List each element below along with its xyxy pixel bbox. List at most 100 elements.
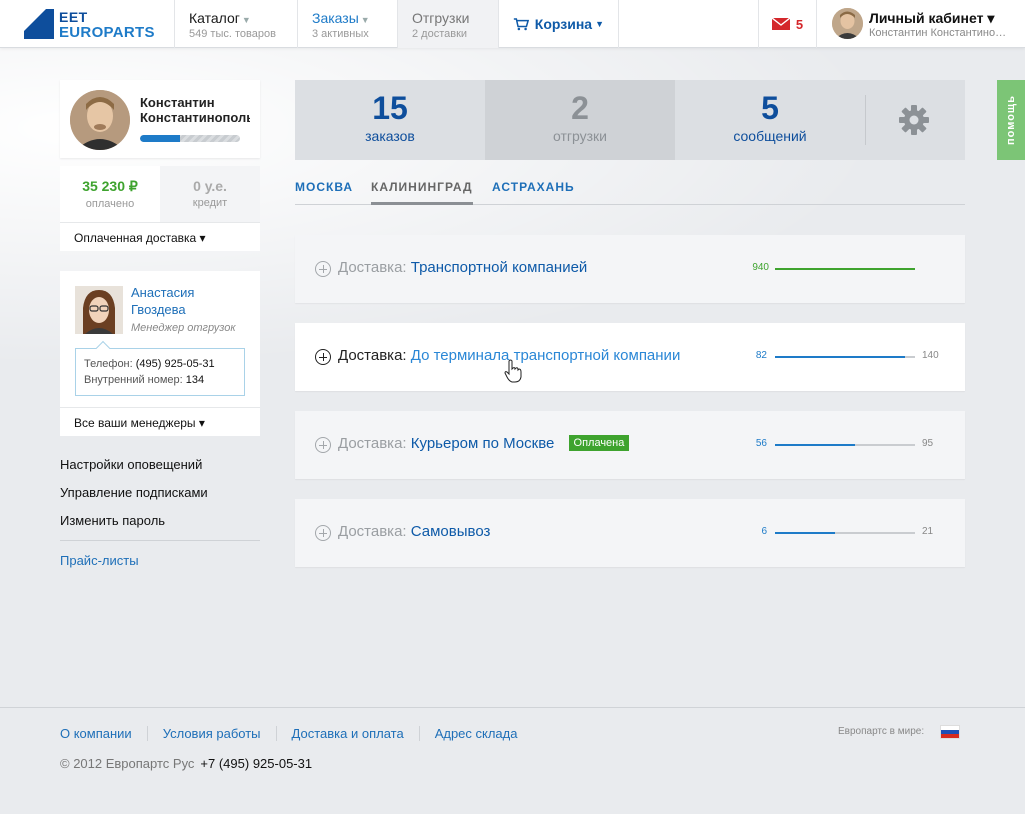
delivery-current-count: 82 — [755, 350, 767, 361]
delivery-current-count: 940 — [752, 262, 769, 273]
nav-shipments-title: Отгрузки — [412, 10, 470, 26]
manager-phone: (495) 925-05-31 — [135, 358, 215, 370]
nav-shipments[interactable]: Отгрузки 2 доставки — [397, 0, 498, 48]
nav-orders-title: Заказы — [312, 10, 359, 26]
logo[interactable]: EET EUROPARTS — [24, 9, 154, 41]
nav-cart[interactable]: Корзина ▼ — [498, 0, 619, 48]
stat-orders[interactable]: 15 заказов — [295, 80, 485, 160]
expand-icon[interactable] — [315, 261, 331, 277]
nav-catalog-title: Каталог — [189, 10, 240, 26]
nav-cart-label: Корзина — [534, 16, 593, 32]
stat-orders-label: заказов — [365, 128, 415, 144]
tab-kaliningrad[interactable]: КАЛИНИНГРАД — [371, 180, 473, 205]
profile-progress-bar — [140, 135, 240, 142]
delivery-max-count: 140 — [922, 350, 939, 361]
stat-shipments-label: отгрузки — [553, 128, 607, 144]
tab-moscow[interactable]: МОСКВА — [295, 180, 354, 194]
footer-divider — [0, 707, 1025, 708]
manager-contact-box: Телефон: (495) 925-05-31 Внутренний номе… — [75, 340, 245, 396]
expand-icon[interactable] — [315, 437, 331, 453]
footer-warehouse-link[interactable]: Адрес склада — [418, 726, 533, 741]
stat-shipments[interactable]: 2 отгрузки — [485, 80, 675, 160]
top-navigation-bar: EET EUROPARTS Каталог ▼ 549 тыс. товаров … — [0, 0, 1025, 48]
paid-caption: оплачено — [85, 198, 135, 210]
gear-icon[interactable] — [898, 104, 930, 136]
account-menu[interactable]: Личный кабинет ▾ Константин Константиноп… — [818, 0, 1025, 48]
credit-value: 0 у.е. — [193, 178, 227, 194]
delivery-method[interactable]: Транспортной компанией — [410, 259, 588, 276]
chevron-down-icon: ▼ — [595, 19, 604, 29]
nav-catalog-sub: 549 тыс. товаров — [189, 28, 276, 40]
delivery-method[interactable]: До терминала транспортной компании — [410, 347, 681, 364]
manager-first-name: Анастасия — [131, 285, 195, 300]
manager-card: Анастасия Гвоздева Менеджер отгрузок Тел… — [60, 271, 260, 407]
expand-icon[interactable] — [315, 525, 331, 541]
delivery-label: Доставка: До терминала транспортной комп… — [338, 347, 680, 364]
notification-settings-link[interactable]: Настройки оповещений — [60, 457, 203, 472]
russia-flag-icon[interactable] — [940, 725, 960, 739]
sidebar-divider — [60, 540, 260, 541]
nav-shipments-sub: 2 доставки — [412, 28, 468, 40]
delivery-prefix: Доставка: — [338, 347, 407, 364]
delivery-prefix: Доставка: — [338, 523, 407, 540]
nav-orders[interactable]: Заказы ▼ 3 активных — [297, 0, 397, 48]
stats-divider — [865, 95, 866, 145]
delivery-max-count: 21 — [922, 526, 934, 537]
subscriptions-link[interactable]: Управление подписками — [60, 485, 208, 500]
delivery-progress-fill — [775, 444, 855, 446]
expand-icon[interactable] — [315, 349, 331, 365]
copyright-text: © 2012 Европартс Рус — [60, 756, 195, 771]
sidebar-links: Настройки оповещений Управление подписка… — [60, 457, 260, 541]
user-avatar — [832, 8, 863, 39]
footer-terms-link[interactable]: Условия работы — [146, 726, 276, 741]
help-label: помощь — [1005, 95, 1017, 145]
manager-extension: 134 — [185, 374, 205, 386]
delivery-progress-fill — [775, 356, 906, 358]
paid-delivery-dropdown[interactable]: Оплаченная доставка ▾ — [60, 222, 260, 251]
copyright: © 2012 Европартс Рус +7 (495) 925-05-31 — [60, 756, 312, 771]
messages-button[interactable]: 5 — [758, 0, 817, 48]
delivery-row[interactable]: Доставка: До терминала транспортной комп… — [295, 323, 965, 391]
delivery-method[interactable]: Курьером по Москве — [410, 435, 555, 452]
logo-text-top: EET — [59, 9, 88, 25]
stat-orders-number: 15 — [372, 90, 408, 126]
stat-messages[interactable]: 5 сообщений — [675, 80, 865, 160]
city-tabs: МОСКВА КАЛИНИНГРАД АСТРАХАНЬ — [295, 176, 965, 205]
profile-card: Константин Константинополь — [60, 80, 260, 158]
hand-cursor-icon — [504, 359, 522, 383]
delivery-progress-track — [775, 444, 915, 446]
change-password-link[interactable]: Изменить пароль — [60, 513, 166, 528]
delivery-prefix: Доставка: — [338, 435, 407, 452]
balance-panel: 35 230 ₽ оплачено 0 у.е. кредит — [60, 166, 260, 222]
account-username: Константин Константинополь — [869, 27, 1009, 39]
messages-count: 5 — [795, 16, 804, 32]
help-tab[interactable]: помощь — [997, 80, 1025, 160]
delivery-progress-fill — [775, 268, 915, 270]
tab-astrakhan[interactable]: АСТРАХАНЬ — [492, 180, 575, 194]
delivery-row[interactable]: Доставка: Транспортной компанией 940 — [295, 235, 965, 303]
account-title: Личный кабинет ▾ — [869, 10, 995, 26]
manager-photo — [75, 286, 123, 334]
delivery-progress-track — [775, 268, 915, 270]
footer-delivery-link[interactable]: Доставка и оплата — [275, 726, 419, 741]
delivery-label: Доставка: Самовывоз — [338, 523, 490, 540]
profile-first-name: Константин — [140, 95, 215, 110]
footer-phone: +7 (495) 925-05-31 — [200, 756, 313, 771]
stat-shipments-number: 2 — [571, 90, 589, 126]
delivery-row[interactable]: Доставка: Курьером по Москве Оплачена 56… — [295, 411, 965, 479]
all-managers-dropdown[interactable]: Все ваши менеджеры ▾ — [60, 407, 260, 436]
cart-icon — [513, 18, 530, 31]
nav-catalog[interactable]: Каталог ▼ 549 тыс. товаров — [174, 0, 297, 48]
manager-name[interactable]: Анастасия Гвоздева — [131, 284, 251, 318]
paid-status-badge: Оплачена — [568, 435, 630, 451]
delivery-current-count: 56 — [755, 438, 767, 449]
delivery-progress-fill — [775, 532, 836, 534]
footer-about-link[interactable]: О компании — [60, 726, 132, 741]
delivery-row[interactable]: Доставка: Самовывоз 6 21 — [295, 499, 965, 567]
credit-caption: кредит — [192, 197, 228, 209]
price-lists-link[interactable]: Прайс-листы — [60, 553, 139, 568]
stat-messages-label: сообщений — [733, 128, 807, 144]
delivery-method[interactable]: Самовывоз — [410, 523, 491, 540]
profile-name: Константин Константинополь — [140, 95, 250, 125]
profile-progress-fill — [140, 135, 180, 142]
